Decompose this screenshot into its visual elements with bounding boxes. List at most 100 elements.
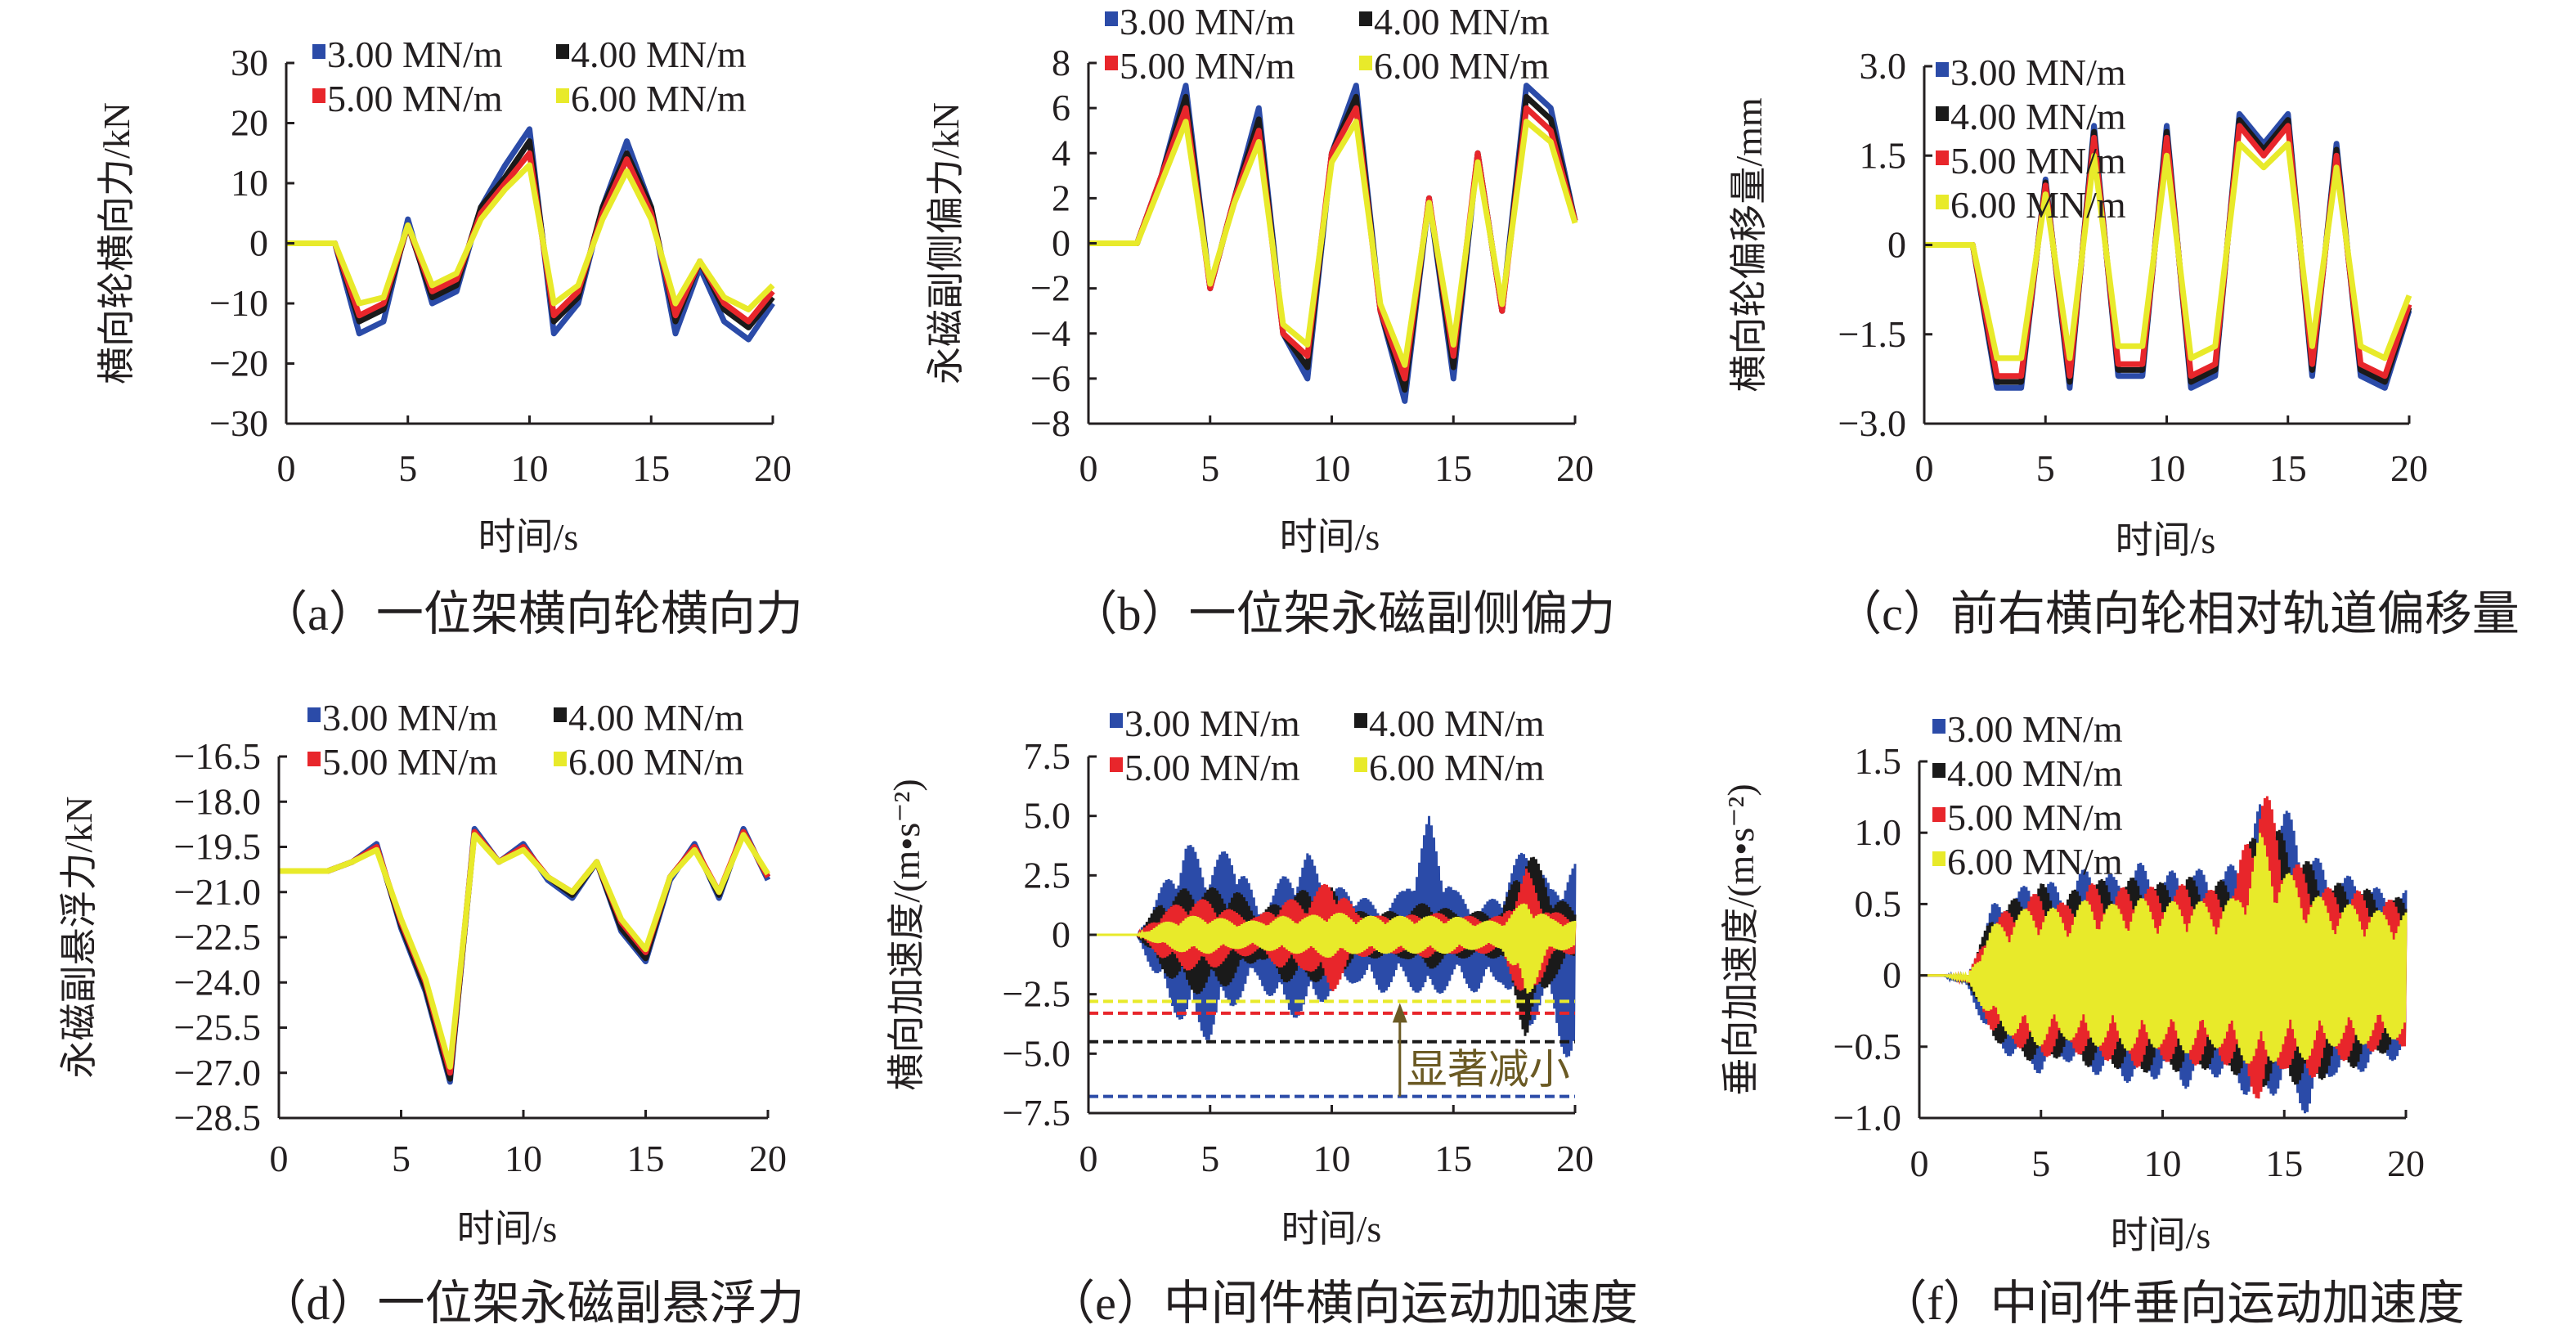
x-tick-label: 10 (511, 447, 549, 489)
y-tick-label: −25.5 (174, 1007, 261, 1048)
x-axis-label: 时间/s (1280, 516, 1380, 558)
legend-swatch (554, 707, 567, 722)
series-group (279, 825, 771, 1085)
y-tick-label: −16.5 (174, 735, 261, 777)
y-tick-label: 5.0 (1024, 795, 1071, 837)
legend-swatch (1105, 56, 1118, 70)
legend: 3.00 MN/m4.00 MN/m5.00 MN/m6.00 MN/m (1936, 52, 2126, 226)
x-tick-label: 20 (2390, 447, 2428, 489)
y-tick-label: 0.5 (1855, 882, 1902, 924)
x-tick-label: 5 (398, 447, 417, 489)
legend-label: 5.00 MN/m (1124, 747, 1300, 788)
x-axis-label: 时间/s (478, 516, 579, 558)
x-tick-label: 15 (627, 1138, 665, 1179)
x-tick-label: 0 (1079, 1138, 1098, 1179)
series-line-3 (1088, 119, 1578, 368)
legend-label: 4.00 MN/m (1374, 1, 1550, 43)
x-tick-label: 0 (1079, 447, 1098, 489)
x-tick-label: 20 (754, 447, 792, 489)
y-tick-label: 7.5 (1024, 735, 1071, 777)
legend-swatch (1932, 719, 1945, 734)
series-line-3 (1924, 141, 2412, 361)
panel-caption: （c）前右横向轮相对轨道偏移量 (1834, 587, 2520, 640)
y-tick-label: 1.5 (1860, 134, 1907, 176)
legend-swatch (307, 752, 321, 766)
chart-panel-e: 显著减小 0 5 10 15 20 −7.5 −5.0 −2.5 0 2.5 5.0 7.5 横向加速度/… (886, 703, 1638, 1330)
y-axis-label: 横向轮横向力/kN (96, 102, 137, 384)
y-axis-label: 垂向加速度/(m•s⁻²) (1720, 783, 1761, 1095)
x-tick-label: 10 (1313, 447, 1351, 489)
x-tick-label: 5 (2031, 1143, 2050, 1184)
y-tick-label: 0 (1883, 954, 1901, 996)
legend-label: 5.00 MN/m (1120, 45, 1295, 87)
chart-panel-a: 0 5 10 15 20 −30 −20 −10 0 10 20 30 横向轮横向力/kN 时间/s （a）… (96, 34, 803, 640)
chart-panel-d: 0 5 10 15 20−28.5−27.0−25.5−24.0−22.5−21.0−1… (58, 697, 805, 1330)
x-tick-label: 20 (1556, 1138, 1594, 1179)
legend-swatch (1110, 713, 1123, 728)
legend-label: 3.00 MN/m (1124, 703, 1300, 744)
chart-panel-b: 0 5 10 15 20−8−6−4−202468永磁副侧偏力/kN时间/s（b）一位架… (925, 1, 1616, 640)
y-tick-label: 0 (1052, 222, 1070, 264)
legend-label: 6.00 MN/m (568, 741, 744, 783)
y-tick-label: −6 (1030, 357, 1070, 399)
legend-label: 3.00 MN/m (1120, 1, 1295, 43)
y-axis-label: 横向轮偏移量/mm (1728, 97, 1770, 393)
panel-caption: （d）一位架永磁副悬浮力 (258, 1277, 804, 1330)
x-tick-label: 10 (2144, 1143, 2182, 1184)
legend-label: 4.00 MN/m (571, 34, 747, 75)
legend-label: 3.00 MN/m (1950, 52, 2126, 93)
legend-swatch (1932, 763, 1945, 778)
y-tick-label: 2 (1052, 177, 1070, 218)
legend-swatch (556, 88, 569, 103)
legend-swatch (1932, 807, 1945, 822)
x-tick-label: 5 (2036, 447, 2055, 489)
y-tick-label: 3.0 (1860, 45, 1907, 87)
x-tick-label: 5 (1200, 1138, 1219, 1179)
y-tick-label: 0 (1052, 914, 1070, 955)
legend-label: 6.00 MN/m (1374, 45, 1550, 87)
y-tick-label: 0 (249, 222, 268, 264)
x-tick-label: 15 (1434, 1138, 1472, 1179)
legend-label: 4.00 MN/m (568, 697, 744, 739)
x-tick-label: 20 (2387, 1143, 2425, 1184)
panel-caption: （f）中间件垂向运动加速度 (1879, 1277, 2464, 1330)
series-line-2 (1088, 105, 1578, 382)
legend-swatch (312, 88, 325, 103)
x-tick-label: 10 (505, 1138, 542, 1179)
annotation-label: 显著减小 (1407, 1047, 1570, 1093)
series-line-3 (286, 162, 775, 312)
legend-label: 3.00 MN/m (322, 697, 498, 739)
y-tick-label: −5.0 (1003, 1032, 1070, 1074)
x-tick-label: 0 (1915, 447, 1934, 489)
series-group (1088, 815, 1577, 1057)
x-tick-label: 10 (1313, 1138, 1351, 1179)
series-group (1924, 110, 2412, 391)
chart-panel-c: 0 5 10 15 20 −3.0 −1.5 0 1.5 3.0 横向轮偏移量/mm 时间/s （c）前… (1728, 45, 2520, 640)
legend-label: 5.00 MN/m (327, 78, 503, 119)
x-axis-label: 时间/s (457, 1208, 558, 1250)
series-group (1919, 796, 2408, 1114)
series-group (286, 126, 775, 343)
y-tick-label: −1.5 (1838, 313, 1906, 355)
series-group (1088, 83, 1578, 404)
x-axis-label: 时间/s (2116, 519, 2216, 561)
series-line-2 (279, 828, 771, 1076)
arrow-up-icon (1392, 1003, 1407, 1023)
series-band-3 (1088, 903, 1577, 994)
y-tick-label: −3.0 (1838, 402, 1906, 444)
legend-swatch (312, 44, 325, 59)
x-axis-label: 时间/s (2111, 1215, 2211, 1256)
y-tick-label: 1.5 (1855, 740, 1902, 782)
series-line-1 (279, 828, 771, 1082)
x-tick-label: 15 (632, 447, 670, 489)
legend-swatch (1110, 757, 1123, 772)
y-tick-label: −4 (1030, 312, 1070, 354)
legend-label: 4.00 MN/m (1947, 752, 2123, 794)
y-tick-label: −27.0 (174, 1052, 261, 1093)
y-tick-label: −24.0 (174, 961, 261, 1003)
legend-swatch (1936, 62, 1949, 77)
legend-swatch (1932, 851, 1945, 866)
